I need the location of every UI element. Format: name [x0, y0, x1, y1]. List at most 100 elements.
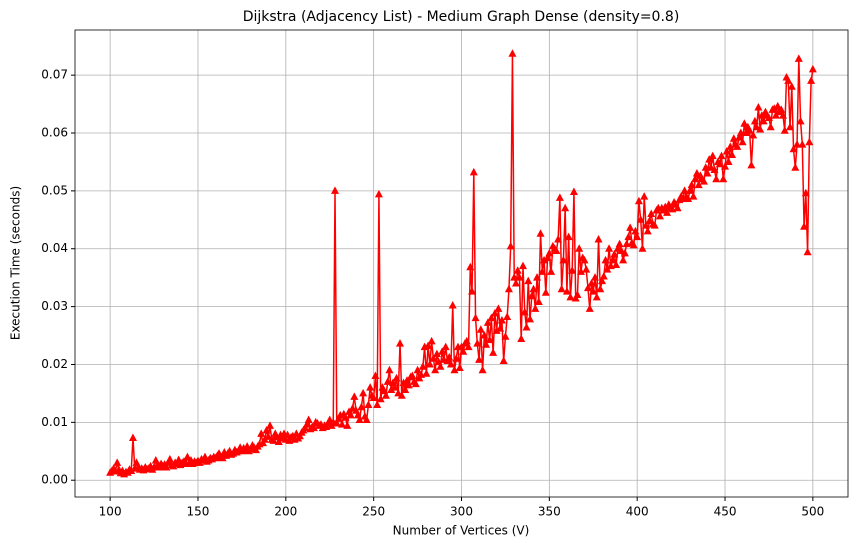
data-point [390, 383, 399, 391]
data-point [503, 312, 512, 321]
data-point [369, 393, 378, 402]
data-point [355, 415, 364, 424]
data-point [764, 113, 773, 121]
data-point [459, 347, 468, 355]
data-point [719, 174, 728, 183]
y-tick-label: 0.03 [41, 299, 68, 313]
data-point [756, 125, 765, 133]
data-point [534, 297, 543, 305]
data-point [429, 354, 438, 362]
data-point [374, 189, 383, 198]
data-point [568, 266, 577, 274]
data-point [492, 326, 501, 334]
data-point [745, 126, 754, 134]
data-point [432, 349, 441, 358]
data-point [592, 292, 601, 301]
data-point [789, 144, 798, 153]
data-point [494, 304, 503, 312]
data-point [462, 336, 471, 345]
data-point [513, 266, 522, 274]
data-point [708, 151, 717, 160]
data-point [508, 49, 517, 57]
data-point [343, 421, 352, 429]
data-point [633, 232, 642, 241]
data-point [485, 335, 494, 344]
data-point [605, 244, 614, 252]
data-point [165, 454, 174, 463]
data-point [638, 244, 647, 252]
y-tick-label: 0.04 [41, 241, 68, 255]
data-point [780, 126, 789, 134]
data-point [113, 458, 122, 466]
data-point [612, 260, 621, 268]
data-point [520, 307, 529, 316]
data-point [497, 316, 506, 324]
data-point [608, 255, 617, 264]
data-point [475, 355, 484, 363]
data-point [636, 215, 645, 223]
data-point [619, 255, 628, 264]
data-point [381, 391, 390, 399]
data-point [506, 241, 515, 250]
y-tick-label: 0.05 [41, 183, 68, 197]
data-point [309, 423, 318, 432]
data-point [438, 347, 447, 355]
data-point [747, 160, 756, 169]
y-tick-label: 0.06 [41, 126, 68, 140]
data-point [620, 248, 629, 257]
data-point [162, 462, 171, 471]
data-point [357, 402, 366, 411]
chart-title: Dijkstra (Adjacency List) - Medium Graph… [243, 9, 680, 25]
data-point [559, 255, 568, 264]
data-point [422, 369, 431, 377]
data-point [703, 169, 712, 177]
data-point [262, 425, 271, 434]
data-point [793, 140, 802, 148]
data-point [787, 82, 796, 90]
data-point [529, 284, 538, 293]
data-point [552, 246, 561, 255]
data-point [805, 137, 814, 146]
data-point [680, 186, 689, 194]
data-point [684, 194, 693, 202]
data-point [587, 278, 596, 287]
data-point [759, 116, 768, 125]
data-point [794, 54, 803, 62]
data-point [396, 339, 405, 347]
y-axis-label: Execution Time (seconds) [9, 186, 23, 340]
data-point [726, 142, 735, 150]
data-point [691, 174, 700, 183]
data-point [466, 262, 475, 271]
data-point [331, 186, 340, 194]
data-point [373, 400, 382, 408]
data-point [304, 415, 313, 424]
data-point [151, 456, 160, 464]
data-point [678, 194, 687, 202]
data-point [545, 248, 554, 257]
data-point [431, 365, 440, 374]
x-tick-label: 100 [99, 505, 122, 519]
data-point [496, 324, 505, 332]
data-point [598, 276, 607, 285]
data-point [626, 223, 635, 231]
data-point [404, 380, 413, 389]
data-point [566, 292, 575, 301]
data-point [538, 267, 547, 275]
x-tick-label: 150 [187, 505, 210, 519]
data-point [527, 291, 536, 300]
data-point [450, 365, 459, 374]
x-tick-label: 450 [714, 505, 737, 519]
data-point [582, 265, 591, 273]
data-point [490, 309, 499, 317]
data-point [596, 284, 605, 293]
data-point [645, 216, 654, 224]
data-point [594, 234, 603, 243]
data-point [724, 157, 733, 165]
data-point [387, 385, 396, 393]
data-point [487, 313, 496, 322]
data-point [257, 429, 266, 437]
data-point [562, 287, 571, 295]
data-point [518, 261, 527, 270]
data-point [575, 244, 584, 252]
